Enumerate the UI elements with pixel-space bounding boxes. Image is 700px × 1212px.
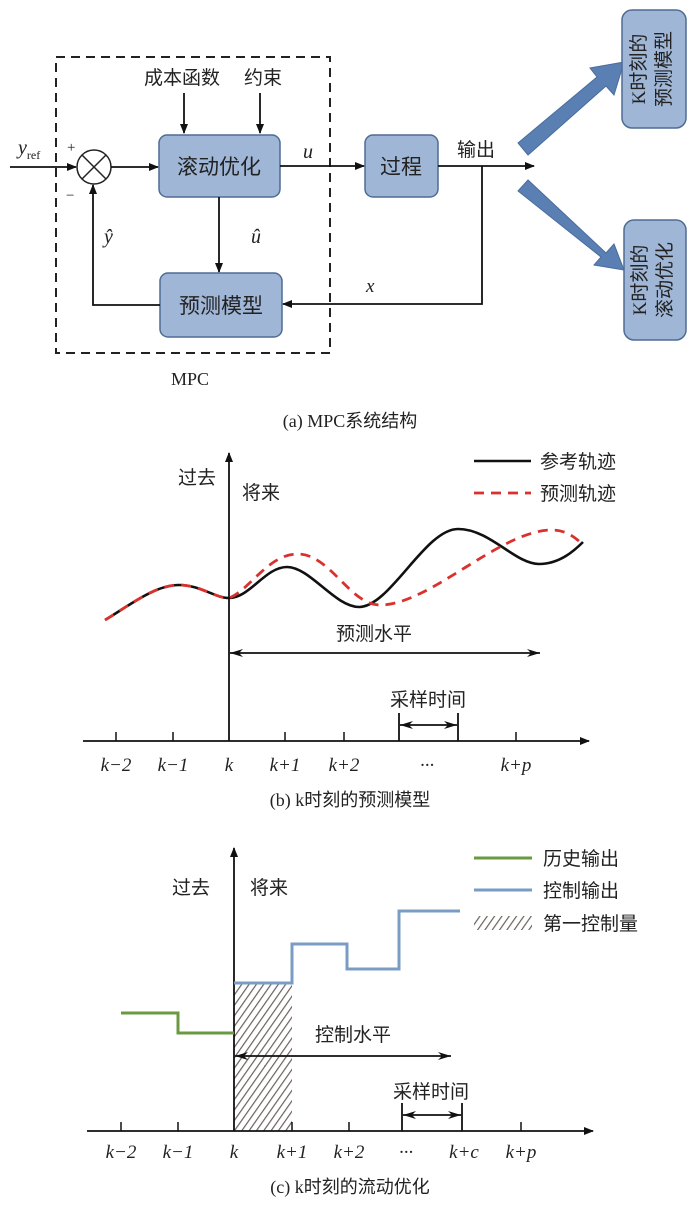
big-arrow-up-right <box>517 61 625 156</box>
tick-labels: k−2 k−1 k k+1 k+2 ··· k+c k+p <box>106 1142 537 1163</box>
control-horizon-label: 控制水平 <box>315 1024 391 1046</box>
caption-c: (c) k时刻的流动优化 <box>270 1177 429 1198</box>
tick-label: k+c <box>449 1142 479 1163</box>
mpc-boundary <box>55 56 331 354</box>
tick-label: k+2 <box>329 755 360 776</box>
past-label: 过去 <box>178 467 216 489</box>
y-hat-feedback-arrow <box>89 184 160 306</box>
output-label: 输出 <box>457 139 495 161</box>
panel-b-prediction-model: 过去 将来 参考轨迹 预测轨迹 预测水平 采样时间 k−2 k−1 k k+1 k+2 ·… <box>83 451 616 811</box>
right-top-line1: K时刻的 <box>628 34 650 105</box>
summing-junction <box>76 149 112 185</box>
tick-label: k+1 <box>277 1142 308 1163</box>
caption-a: (a) MPC系统结构 <box>283 411 418 432</box>
tick-label: k−2 <box>106 1142 137 1163</box>
panel-c-rolling-optimization: 过去 将来 历史输出 控制输出 第一控制量 控制水平 采样时间 k−2 k−1 k k… <box>87 847 638 1198</box>
sample-time-label: 采样时间 <box>393 1081 469 1103</box>
control-output-line <box>234 909 460 985</box>
process-label: 过程 <box>380 155 422 179</box>
u-hat-label: û <box>251 226 261 248</box>
x-label: x <box>365 276 375 297</box>
right-top-line2: 预测模型 <box>653 31 675 107</box>
tick-label: k+2 <box>334 1142 365 1163</box>
tick-label: ··· <box>399 1142 413 1163</box>
prediction-model-label: 预测模型 <box>179 294 263 318</box>
rolling-optimization-label: 滚动优化 <box>177 155 261 179</box>
tick-labels: k−2 k−1 k k+1 k+2 ··· k+p <box>101 755 532 776</box>
tick-label: k <box>225 755 234 776</box>
legend-first-control-swatch <box>474 916 532 930</box>
tick-label: k−1 <box>158 755 189 776</box>
constraint-label: 约束 <box>244 67 282 89</box>
tick-label: k+p <box>501 755 532 776</box>
caption-b: (b) k时刻的预测模型 <box>270 790 431 811</box>
first-control-quantity-hatch <box>234 983 292 1131</box>
legend-control-label: 控制输出 <box>543 880 619 902</box>
sample-time-label: 采样时间 <box>390 689 466 711</box>
legend-history-label: 历史输出 <box>543 848 619 870</box>
k-time-rolling-optimization-box <box>623 219 687 341</box>
predicted-trajectory <box>104 528 584 622</box>
y-ref-label: yref <box>16 137 40 162</box>
tick-marks <box>115 732 517 741</box>
plus-sign: + <box>67 140 75 156</box>
future-label: 将来 <box>242 482 280 504</box>
tick-label: k−2 <box>101 755 132 776</box>
legend-reference-label: 参考轨迹 <box>540 451 616 473</box>
y-hat-label: ŷ <box>102 226 113 248</box>
u-label: u <box>303 141 313 163</box>
tick-label: ··· <box>420 755 434 776</box>
future-label: 将来 <box>250 877 288 899</box>
right-bottom-line2: 滚动优化 <box>654 242 676 318</box>
k-time-prediction-model-box <box>621 9 687 129</box>
legend-first-control-label: 第一控制量 <box>543 913 638 935</box>
tick-label: k+p <box>506 1142 537 1163</box>
tick-label: k+1 <box>270 755 301 776</box>
legend-predicted-label: 预测轨迹 <box>540 483 616 505</box>
panel-a-block-diagram: 成本函数 约束 滚动优化 预测模型 过程 yref + − u 输出 x û ŷ… <box>10 9 687 432</box>
past-label: 过去 <box>172 877 210 899</box>
big-arrow-down-right <box>517 179 625 271</box>
right-bottom-line1: K时刻的 <box>629 245 651 316</box>
tick-label: k−1 <box>163 1142 194 1163</box>
tick-marks <box>120 1122 522 1131</box>
prediction-horizon-label: 预测水平 <box>336 623 412 645</box>
state-feedback-arrow <box>282 166 483 308</box>
tick-label: k <box>230 1142 239 1163</box>
mpc-label: MPC <box>171 369 209 389</box>
minus-sign: − <box>66 188 74 204</box>
cost-function-label: 成本函数 <box>144 67 220 89</box>
history-output-line <box>121 1011 234 1035</box>
